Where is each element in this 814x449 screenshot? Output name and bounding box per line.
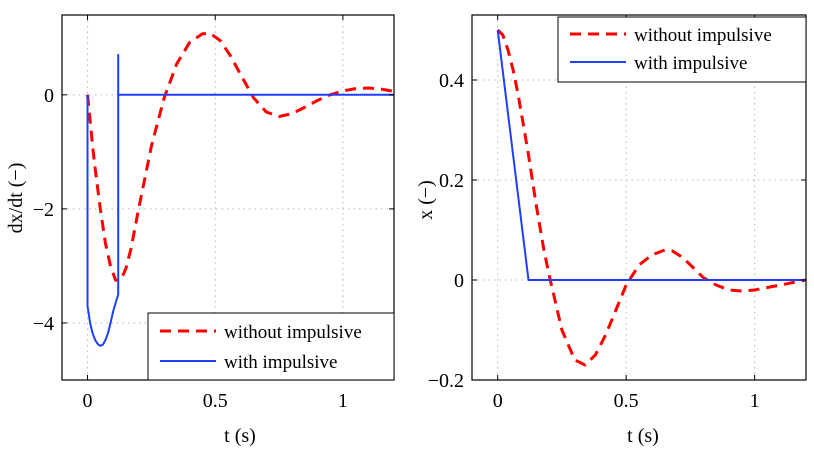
left-xtick-label: 1 (338, 390, 348, 412)
left-xtick-label: 0.5 (203, 390, 228, 412)
left-ytick-label: −4 (33, 313, 54, 335)
right-xtick-label: 1 (750, 390, 760, 412)
right-legend-label-without: without impulsive (634, 25, 772, 46)
right-ytick-label: 0.4 (439, 70, 464, 92)
left-legend-label-without: without impulsive (224, 322, 362, 343)
right-series (496, 28, 806, 367)
right-ytick-label: 0.2 (439, 170, 464, 192)
left-ytick-label: 0 (44, 85, 54, 107)
left-series (86, 31, 394, 347)
right-legend-box (557, 16, 807, 83)
left-legend-label-with: with impulsive (224, 352, 337, 373)
right-series-with-impulsive (496, 29, 806, 281)
left-ylabel: dx/dt (−) (5, 163, 27, 234)
right-ytick-label: 0 (454, 270, 464, 292)
left-series-without-impulsive (86, 31, 394, 282)
right-subplot: 0 0.5 1 −0.2 0 0.2 0.4 t (s) x (−) without imp… (415, 14, 807, 447)
left-ytick-label: −2 (33, 199, 54, 221)
left-legend: without impulsive with impulsive (147, 312, 395, 381)
right-xlabel: t (s) (627, 425, 659, 447)
right-xtick-label: 0.5 (614, 390, 639, 412)
left-ticks: 0 0.5 1 −4 −2 0 (33, 15, 394, 412)
right-series-without-impulsive (496, 28, 806, 367)
right-legend-label-with: with impulsive (634, 53, 747, 74)
right-plot-frame (471, 14, 807, 381)
left-xtick-label: 0 (83, 390, 93, 412)
right-ylabel: x (−) (415, 180, 437, 220)
left-xlabel: t (s) (224, 425, 256, 447)
right-ticks: 0 0.5 1 −0.2 0 0.2 0.4 (428, 15, 806, 412)
right-legend: without impulsive with impulsive (557, 16, 807, 83)
left-series-with-impulsive (86, 53, 394, 347)
right-ytick-label: −0.2 (428, 370, 464, 392)
right-xtick-label: 0 (493, 390, 503, 412)
left-subplot: 0 0.5 1 −4 −2 0 t (s) dx/dt (−) without impul… (5, 14, 395, 447)
left-legend-box (147, 312, 395, 381)
